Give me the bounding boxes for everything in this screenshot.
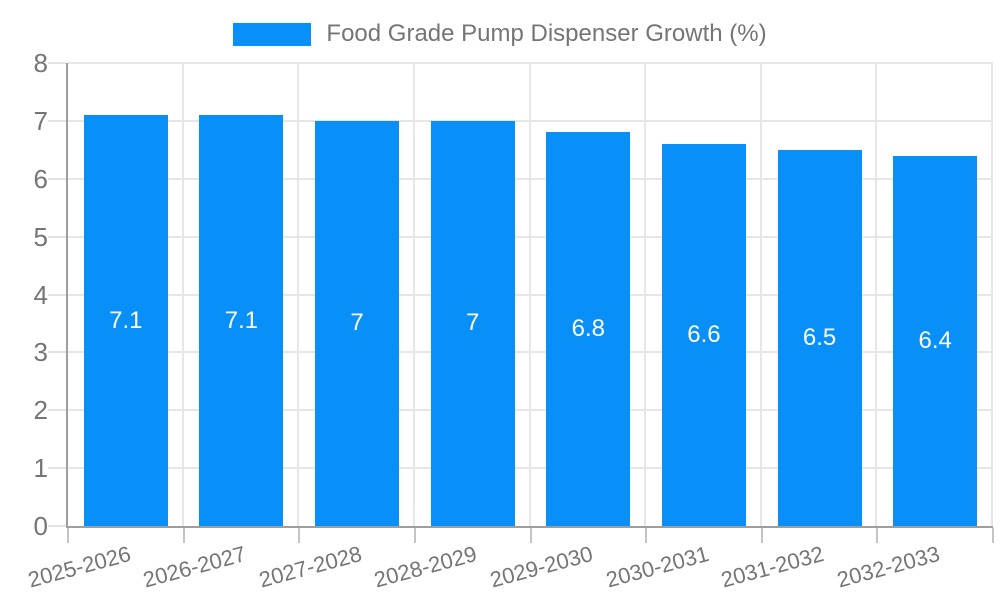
x-axis-tick: [298, 528, 301, 543]
gridline-vertical: [991, 63, 993, 526]
y-axis-tick: [48, 62, 66, 64]
x-axis-category-label: 2031-2032: [718, 541, 827, 593]
legend-swatch[interactable]: [233, 22, 312, 46]
x-axis-tick: [413, 528, 416, 543]
bar: [661, 144, 746, 526]
x-axis-tick: [182, 528, 185, 543]
x-axis-category-label: 2027-2028: [256, 541, 365, 593]
gridline-vertical: [181, 63, 184, 526]
bar-value-label: 7.1: [224, 306, 259, 334]
x-axis-category-label: 2030-2031: [603, 541, 712, 593]
x-axis-category-label: 2032-2033: [834, 541, 943, 593]
y-axis-tick: [48, 351, 66, 354]
gridline-vertical: [297, 63, 300, 526]
x-axis-tick: [67, 528, 69, 543]
x-axis-tick: [760, 528, 763, 543]
bar-value-label: 6.5: [802, 323, 837, 351]
y-axis-tick-label: 8: [33, 48, 48, 78]
x-axis-category-label: 2026-2027: [140, 541, 249, 593]
bar-value-label: 7.1: [109, 306, 143, 334]
legend-label[interactable]: Food Grade Pump Dispenser Growth (%): [326, 20, 767, 47]
legend[interactable]: Food Grade Pump Dispenser Growth (%): [0, 20, 1000, 48]
y-axis-tick-label: 5: [33, 221, 48, 252]
x-axis-category-label: 2025-2026: [24, 541, 134, 593]
y-axis-tick: [48, 119, 66, 122]
gridline-vertical: [759, 63, 762, 526]
bar-value-label: 6.8: [571, 315, 605, 343]
gridline-horizontal: [68, 235, 993, 238]
gridline-vertical: [644, 63, 647, 526]
gridline-vertical: [875, 63, 878, 526]
x-axis-category-label: 2028-2029: [371, 541, 480, 593]
x-axis-tick: [645, 528, 648, 543]
x-axis-tick: [876, 528, 879, 543]
gridline-horizontal: [68, 293, 993, 296]
bar: [83, 115, 168, 526]
x-axis-tick: [992, 528, 994, 543]
gridline-horizontal: [68, 119, 993, 122]
y-axis-tick-label: 2: [33, 395, 48, 426]
y-axis-tick-label: 6: [33, 163, 48, 194]
bar: [777, 149, 862, 526]
y-axis-tick-label: 4: [33, 279, 48, 310]
y-axis-tick: [48, 409, 66, 412]
bar: [199, 115, 284, 526]
gridline-horizontal: [68, 351, 993, 354]
y-axis-tick: [48, 293, 66, 296]
plot-area: 0 1 2 3 4 5 6 7 8 7.1 2025-2026 7.1 2026-2027 7 2027-2…: [25, 50, 994, 592]
bar-value-label: 7: [466, 309, 480, 337]
x-axis-tick: [529, 528, 532, 543]
bar-value-label: 6.4: [918, 326, 952, 354]
y-axis-tick: [48, 467, 66, 470]
bar: [893, 155, 978, 526]
gridline-horizontal: [68, 177, 993, 180]
gridline-horizontal: [68, 409, 993, 412]
bar: [430, 120, 515, 526]
y-axis-tick-label: 3: [33, 337, 48, 368]
bar-value-label: 6.6: [687, 321, 721, 348]
bar: [546, 132, 631, 526]
y-axis-tick: [48, 525, 66, 527]
x-axis-category-label: 2029-2030: [487, 541, 596, 593]
bar: [315, 120, 400, 526]
x-axis-line: [66, 526, 993, 528]
gridline-horizontal: [68, 467, 993, 470]
y-axis-tick-label: 0: [33, 511, 48, 541]
gridline-vertical: [528, 63, 531, 526]
y-axis-tick-label: 1: [33, 453, 48, 484]
gridline-horizontal: [68, 62, 993, 64]
bar-value-label: 7: [350, 309, 364, 337]
y-axis-tick: [48, 177, 66, 180]
y-axis-line: [66, 63, 68, 528]
gridline-vertical: [412, 63, 415, 526]
y-axis-tick: [48, 235, 66, 238]
y-axis-tick-label: 7: [33, 105, 48, 136]
